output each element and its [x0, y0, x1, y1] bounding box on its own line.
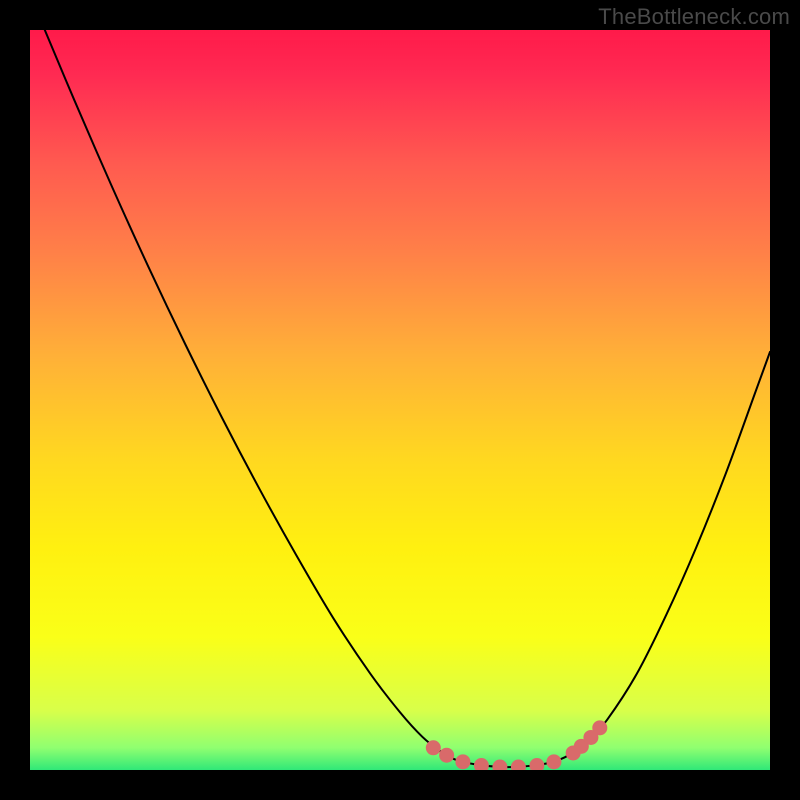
highlight-dot: [426, 740, 441, 755]
highlight-dot: [439, 748, 454, 763]
chart-background: [30, 30, 770, 770]
highlight-dot: [592, 720, 607, 735]
highlight-dot: [455, 754, 470, 769]
chart-plot-area: [30, 30, 770, 770]
watermark-text: TheBottleneck.com: [598, 4, 790, 30]
highlight-dot: [546, 754, 561, 769]
chart-svg: [30, 30, 770, 770]
